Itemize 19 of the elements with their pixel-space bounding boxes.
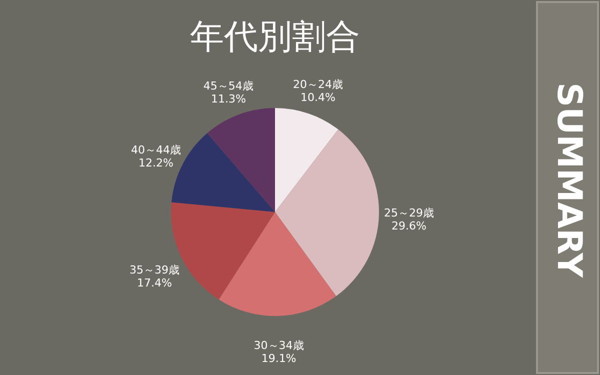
data-label: 12.2% bbox=[138, 156, 174, 170]
text: SUMMARY bbox=[549, 82, 589, 278]
data-label: 19.1% bbox=[261, 352, 296, 365]
data-label: 10.4% bbox=[300, 91, 336, 104]
data-label: 11.3% bbox=[210, 92, 246, 106]
pie-slice bbox=[275, 129, 379, 296]
pie-slice bbox=[275, 108, 338, 212]
slice-label: 35～39歳 bbox=[129, 264, 180, 277]
pie-slice bbox=[171, 133, 275, 212]
data-label: 29.6% bbox=[392, 220, 426, 233]
data-label: 17.4% bbox=[137, 276, 172, 290]
chart-title: 年代別割合 bbox=[190, 17, 360, 57]
slice-label: 20～24歳 bbox=[293, 78, 344, 92]
pie-slice bbox=[207, 108, 275, 212]
slice-label: 30～34歳 bbox=[254, 338, 304, 352]
pie-slice bbox=[218, 212, 336, 316]
slice-label: 25～29歳 bbox=[384, 206, 434, 220]
slice-label: 45～54歳 bbox=[203, 79, 254, 92]
slice-label: 40～44歳 bbox=[130, 143, 181, 156]
